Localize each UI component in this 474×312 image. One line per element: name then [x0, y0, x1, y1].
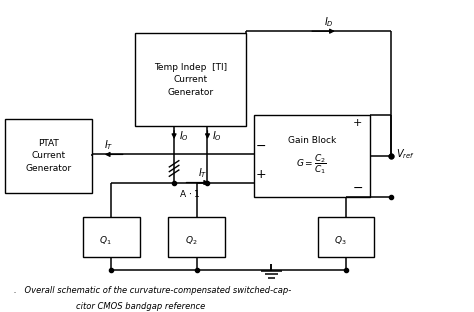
Text: Temp Indep  [TI]
Current
Generator: Temp Indep [TI] Current Generator [154, 63, 228, 96]
Text: $I_O$: $I_O$ [179, 129, 189, 143]
Text: $Q_3$: $Q_3$ [334, 235, 346, 247]
Text: citor CMOS bandgap reference: citor CMOS bandgap reference [76, 302, 205, 311]
Text: +: + [256, 168, 266, 181]
Text: $Q_2$: $Q_2$ [185, 235, 197, 247]
Text: $I_O$: $I_O$ [212, 129, 222, 143]
Text: $V_{ref}$: $V_{ref}$ [396, 148, 415, 161]
Text: +: + [353, 118, 363, 128]
Bar [135, 33, 246, 126]
Text: $I_T$: $I_T$ [104, 138, 114, 152]
Bar [318, 217, 374, 257]
Bar [83, 217, 140, 257]
Bar [168, 217, 225, 257]
Bar [5, 119, 92, 193]
Text: Gain Block
$G = \dfrac{C_2}{C_1}$: Gain Block $G = \dfrac{C_2}{C_1}$ [288, 136, 336, 176]
Text: A $\cdot$ 1: A $\cdot$ 1 [179, 188, 201, 198]
Bar [254, 115, 370, 197]
Text: −: − [353, 182, 363, 195]
Text: $Q_1$: $Q_1$ [100, 235, 112, 247]
Text: PTAT
Current
Generator: PTAT Current Generator [26, 139, 72, 173]
Text: $I_T$: $I_T$ [198, 166, 207, 180]
Text: −: − [256, 140, 266, 153]
Text: .   Overall schematic of the curvature-compensated switched-cap-: . Overall schematic of the curvature-com… [14, 286, 292, 295]
Text: $I_D$: $I_D$ [323, 15, 333, 29]
